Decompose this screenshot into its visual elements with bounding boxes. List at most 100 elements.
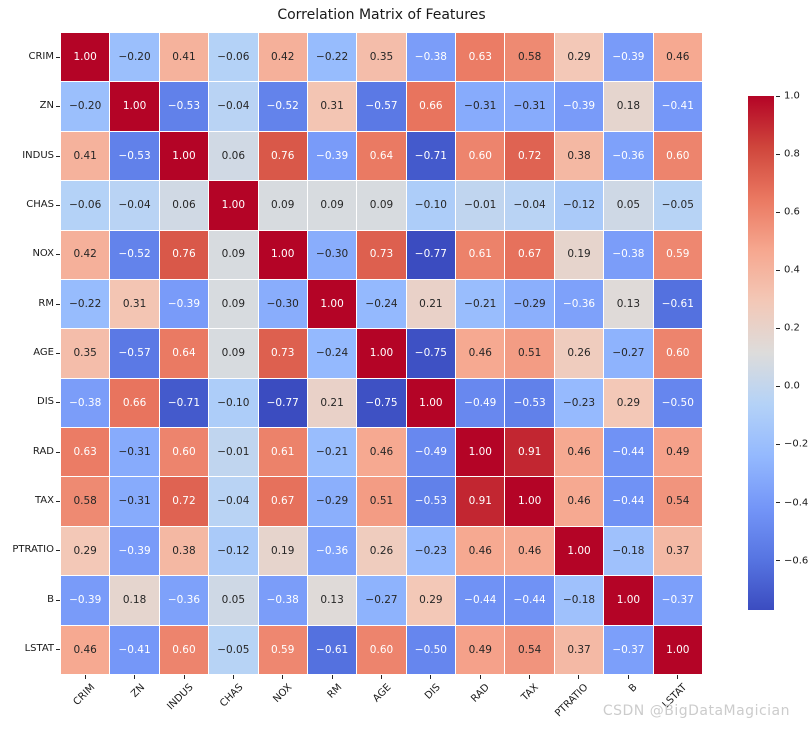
heatmap-cell-B-NOX: −0.38 (258, 576, 307, 625)
y-tick-mark (56, 402, 60, 404)
y-tick-mark (56, 57, 60, 59)
x-tick-mark (676, 675, 678, 679)
heatmap-cell-INDUS-ZN: −0.53 (110, 131, 159, 181)
y-tick-label-ZN: ZN (39, 100, 54, 112)
colorbar-tick-mark (776, 443, 780, 445)
heatmap-cell-B-INDUS: −0.36 (159, 576, 209, 625)
colorbar-tick-mark (776, 385, 780, 387)
heatmap-cell-B-PTRATIO: −0.18 (554, 576, 604, 625)
heatmap-cell-NOX-RM: −0.30 (307, 230, 357, 279)
heatmap-cell-LSTAT-LSTAT: 1.00 (653, 625, 702, 674)
heatmap-cell-NOX-LSTAT: 0.59 (653, 230, 702, 279)
heatmap-cell-CHAS-ZN: −0.04 (110, 181, 159, 230)
heatmap-cell-RAD-CHAS: −0.01 (209, 428, 258, 477)
x-tick-label-PTRATIO: PTRATIO (553, 682, 591, 720)
heatmap-cell-PTRATIO-CRIM: 0.29 (61, 526, 110, 576)
y-tick-mark (56, 500, 60, 502)
heatmap-cell-PTRATIO-ZN: −0.39 (110, 526, 159, 576)
y-tick-label-RM: RM (38, 297, 54, 309)
heatmap-cell-LSTAT-CRIM: 0.46 (61, 625, 110, 674)
colorbar-tick-label: 1.0 (784, 90, 800, 102)
heatmap-cell-LSTAT-INDUS: 0.60 (159, 625, 209, 674)
colorbar-tick-mark (776, 560, 780, 562)
watermark: CSDN @BigDataMagician (602, 703, 790, 719)
heatmap-cell-PTRATIO-CHAS: −0.12 (209, 526, 258, 576)
heatmap-cell-RAD-ZN: −0.31 (110, 428, 159, 477)
y-tick-label-CRIM: CRIM (28, 51, 54, 63)
x-tick-label-B: B (627, 682, 640, 695)
heatmap-cell-AGE-INDUS: 0.64 (159, 329, 209, 378)
heatmap-cell-NOX-CHAS: 0.09 (209, 230, 258, 279)
heatmap-cell-CRIM-CRIM: 1.00 (61, 33, 110, 82)
heatmap-cell-ZN-AGE: −0.57 (357, 82, 406, 131)
heatmap-cell-PTRATIO-B: −0.18 (604, 526, 653, 576)
y-tick-mark (56, 254, 60, 256)
x-tick-mark (528, 675, 530, 679)
heatmap-cell-AGE-NOX: 0.73 (258, 329, 307, 378)
heatmap-cell-TAX-CRIM: 0.58 (61, 477, 110, 526)
heatmap-cell-PTRATIO-PTRATIO: 1.00 (554, 526, 604, 576)
heatmap-cell-TAX-PTRATIO: 0.46 (554, 477, 604, 526)
colorbar-tick-label: −0.4 (784, 497, 809, 509)
heatmap-cell-PTRATIO-DIS: −0.23 (406, 526, 456, 576)
x-tick-mark (233, 675, 235, 679)
heatmap-cell-RAD-PTRATIO: 0.46 (554, 428, 604, 477)
heatmap-cell-AGE-CHAS: 0.09 (209, 329, 258, 378)
heatmap-cell-NOX-RAD: 0.61 (456, 230, 505, 279)
heatmap-cell-LSTAT-PTRATIO: 0.37 (554, 625, 604, 674)
heatmap-cell-B-LSTAT: −0.37 (653, 576, 702, 625)
x-tick-label-CHAS: CHAS (217, 682, 246, 710)
heatmap-cell-ZN-TAX: −0.31 (505, 82, 554, 131)
heatmap-cell-RAD-TAX: 0.91 (505, 428, 554, 477)
heatmap-cell-RM-RM: 1.00 (307, 279, 357, 329)
heatmap-cell-LSTAT-ZN: −0.41 (110, 625, 159, 674)
heatmap-cell-NOX-AGE: 0.73 (357, 230, 406, 279)
y-tick-mark (56, 155, 60, 157)
heatmap-cell-RM-AGE: −0.24 (357, 279, 406, 329)
x-tick-mark (479, 675, 481, 679)
y-tick-mark (56, 303, 60, 305)
heatmap-cell-AGE-ZN: −0.57 (110, 329, 159, 378)
heatmap-cell-RM-RAD: −0.21 (456, 279, 505, 329)
heatmap-cell-INDUS-RAD: 0.60 (456, 131, 505, 181)
y-tick-label-NOX: NOX (32, 248, 54, 260)
heatmap-cell-INDUS-LSTAT: 0.60 (653, 131, 702, 181)
x-tick-label-CRIM: CRIM (71, 682, 98, 708)
heatmap-cell-RM-LSTAT: −0.61 (653, 279, 702, 329)
x-tick-mark (578, 675, 580, 679)
heatmap-cell-TAX-B: −0.44 (604, 477, 653, 526)
heatmap-cell-CHAS-NOX: 0.09 (258, 181, 307, 230)
heatmap-cell-RAD-LSTAT: 0.49 (653, 428, 702, 477)
heatmap-cell-ZN-RM: 0.31 (307, 82, 357, 131)
heatmap-cell-ZN-CHAS: −0.04 (209, 82, 258, 131)
colorbar-tick-label: 0.6 (784, 206, 800, 218)
heatmap-cell-RAD-NOX: 0.61 (258, 428, 307, 477)
heatmap-cell-CHAS-CRIM: −0.06 (61, 181, 110, 230)
x-tick-mark (85, 675, 87, 679)
heatmap-cell-PTRATIO-RM: −0.36 (307, 526, 357, 576)
heatmap-cell-TAX-RAD: 0.91 (456, 477, 505, 526)
y-tick-label-TAX: TAX (34, 494, 54, 506)
heatmap-cell-ZN-ZN: 1.00 (110, 82, 159, 131)
x-tick-label-ZN: ZN (128, 682, 147, 700)
heatmap-cell-CHAS-CHAS: 1.00 (209, 181, 258, 230)
colorbar-tick-mark (776, 502, 780, 504)
heatmap-cell-AGE-LSTAT: 0.60 (653, 329, 702, 378)
heatmap-cell-B-AGE: −0.27 (357, 576, 406, 625)
heatmap-cell-B-ZN: 0.18 (110, 576, 159, 625)
heatmap-cell-DIS-B: 0.29 (604, 378, 653, 428)
y-tick-label-CHAS: CHAS (26, 199, 54, 211)
heatmap-cell-RM-INDUS: −0.39 (159, 279, 209, 329)
heatmap-cell-CRIM-LSTAT: 0.46 (653, 33, 702, 82)
heatmap-cell-LSTAT-AGE: 0.60 (357, 625, 406, 674)
y-tick-mark (56, 451, 60, 453)
heatmap-cell-CHAS-B: 0.05 (604, 181, 653, 230)
heatmap-cell-DIS-CRIM: −0.38 (61, 378, 110, 428)
y-tick-mark (56, 550, 60, 552)
heatmap-cell-INDUS-CHAS: 0.06 (209, 131, 258, 181)
x-tick-mark (627, 675, 629, 679)
heatmap-cell-LSTAT-TAX: 0.54 (505, 625, 554, 674)
y-tick-mark (56, 106, 60, 108)
heatmap-cell-PTRATIO-INDUS: 0.38 (159, 526, 209, 576)
heatmap-cell-DIS-LSTAT: −0.50 (653, 378, 702, 428)
